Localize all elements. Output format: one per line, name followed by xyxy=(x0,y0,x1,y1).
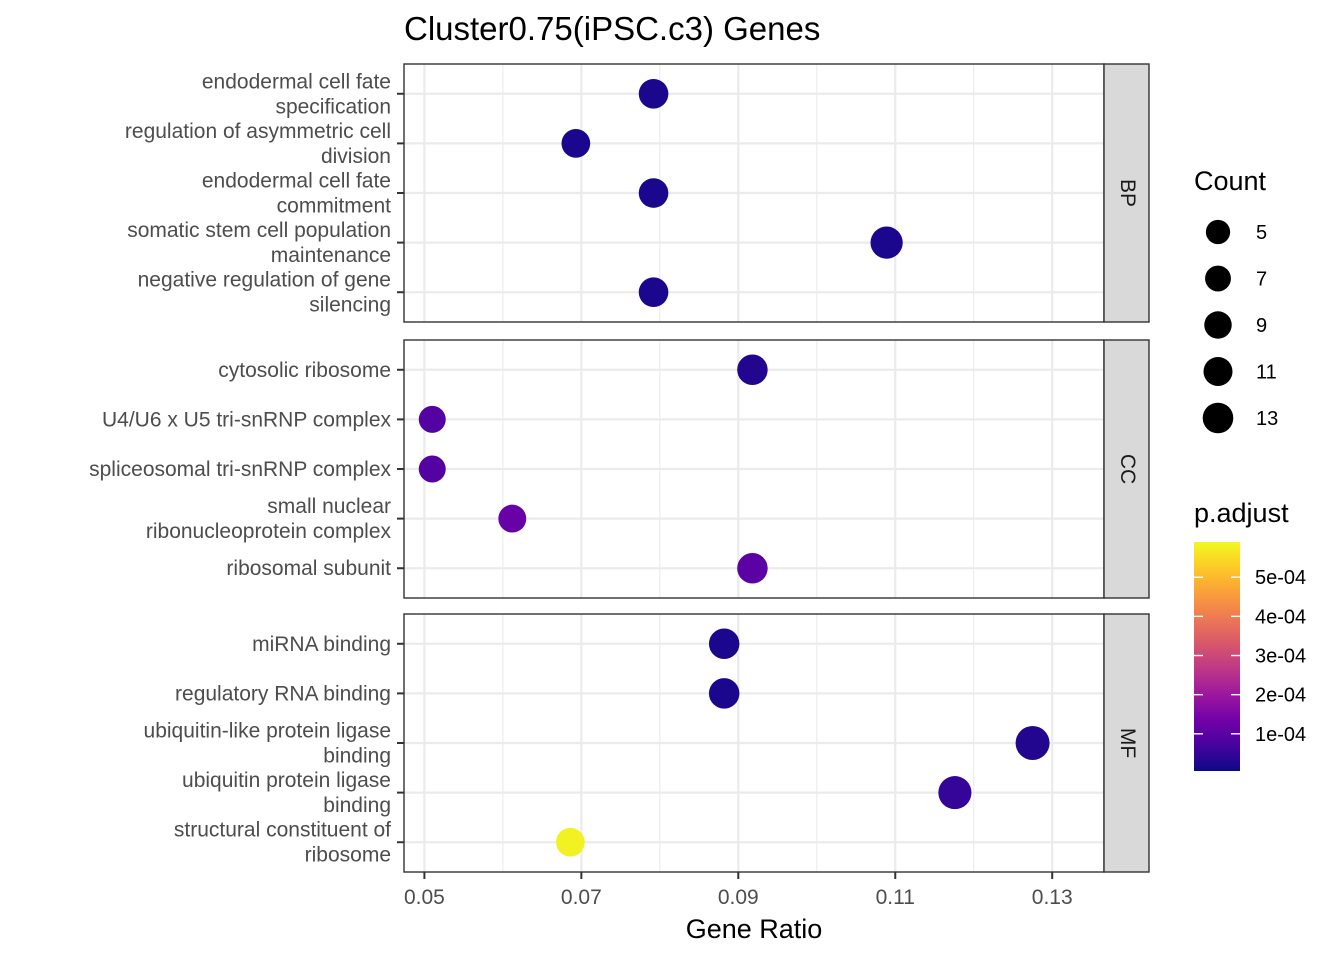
size-legend-key xyxy=(1204,311,1232,339)
legend: Count 5 7 9 11 13 p.adjust 1e-04 2e-04 3e-04 4e-04… xyxy=(1194,166,1306,771)
color-legend-label: 4e-04 xyxy=(1255,606,1306,628)
y-tick-label-line: ubiquitin protein ligase xyxy=(182,769,391,792)
facet-panel-cc: cytosolic ribosome U4/U6 x U5 tri-snRNP c… xyxy=(89,339,1150,599)
chart-title: Cluster0.75(iPSC.c3) Genes xyxy=(404,10,820,47)
y-tick-label-line: somatic stem cell population xyxy=(127,219,391,242)
x-tick-label: 0.13 xyxy=(1032,886,1073,909)
dot-endodermal-cell-fate-specification xyxy=(638,78,669,109)
y-tick-label-line: maintenance xyxy=(271,244,391,267)
size-legend-key xyxy=(1205,265,1231,292)
y-tick-label-ubiquitin-protein-ligase-binding: ubiquitin protein ligase binding xyxy=(182,769,391,817)
y-tick-label-small-nuclear-ribonucleoprotein-complex: small nuclear ribonucleoprotein complex xyxy=(146,495,392,543)
y-tick-label-line: ribosomal subunit xyxy=(226,557,391,580)
size-legend-label: 5 xyxy=(1256,222,1267,244)
size-legend-key xyxy=(1203,356,1233,387)
y-tick-label-line: endodermal cell fate xyxy=(202,70,391,93)
y-tick-label-regulatory-rna-binding: regulatory RNA binding xyxy=(175,682,391,705)
y-tick-label-line: endodermal cell fate xyxy=(202,170,391,193)
color-legend-title: p.adjust xyxy=(1194,498,1289,528)
y-tick-label-line: regulation of asymmetric cell xyxy=(125,120,391,143)
color-bar xyxy=(1194,542,1240,771)
y-tick-label-line: silencing xyxy=(309,294,391,317)
size-legend-label: 7 xyxy=(1256,269,1267,291)
y-tick-label-line: specification xyxy=(275,95,391,118)
y-tick-label-line: spliceosomal tri-snRNP complex xyxy=(89,458,391,481)
y-tick-label-negative-regulation-of-gene-silencing: negative regulation of gene silencing xyxy=(138,269,391,317)
dot-structural-constituent-of-ribosome xyxy=(555,827,585,857)
y-tick-label-cytosolic-ribosome: cytosolic ribosome xyxy=(218,359,391,382)
y-tick-label-line: commitment xyxy=(277,195,392,218)
dot-ubiquitin-like-protein-ligase-binding xyxy=(1015,726,1050,760)
dot-regulation-of-asymmetric-cell-division xyxy=(561,129,591,158)
y-tick-label-regulation-of-asymmetric-cell-division: regulation of asymmetric cell division xyxy=(125,120,391,168)
y-tick-label-line: miRNA binding xyxy=(252,633,391,656)
y-tick-label-line: small nuclear xyxy=(267,495,391,518)
facet-strip-label: BP xyxy=(1116,179,1139,207)
y-tick-label-line: binding xyxy=(323,794,391,817)
y-tick-label-structural-constituent-of-ribosome: structural constituent of ribosome xyxy=(174,819,391,867)
facet-strip-label: CC xyxy=(1116,454,1139,484)
y-tick-label-line: binding xyxy=(323,745,391,768)
dot-u4-u6-x-u5-tri-snrnp-complex xyxy=(418,405,446,433)
y-tick-label-ribosomal-subunit: ribosomal subunit xyxy=(226,557,391,580)
y-tick-label-line: ribosome xyxy=(305,844,391,867)
size-legend: Count 5 7 9 11 13 xyxy=(1194,166,1278,434)
x-tick-label: 0.07 xyxy=(561,886,602,909)
y-tick-label-u4-u6-x-u5-tri-snrnp-complex: U4/U6 x U5 tri-snRNP complex xyxy=(102,408,392,431)
y-tick-label-endodermal-cell-fate-specification: endodermal cell fate specification xyxy=(202,70,391,118)
size-legend-label: 9 xyxy=(1256,315,1267,337)
y-tick-label-somatic-stem-cell-population-maintenance: somatic stem cell population maintenance xyxy=(127,219,391,267)
y-tick-label-line: structural constituent of xyxy=(174,819,391,842)
x-axis: 0.05 0.07 0.09 0.11 0.13 xyxy=(404,872,1073,909)
color-legend-label: 1e-04 xyxy=(1255,724,1306,746)
color-legend-label: 3e-04 xyxy=(1255,646,1306,668)
x-tick-label: 0.05 xyxy=(404,886,445,909)
color-legend-label: 5e-04 xyxy=(1255,567,1306,589)
dot-cytosolic-ribosome xyxy=(737,354,768,386)
y-tick-label-line: negative regulation of gene xyxy=(138,269,391,292)
x-tick-label: 0.09 xyxy=(718,886,759,909)
y-tick-label-line: cytosolic ribosome xyxy=(218,359,391,382)
size-legend-title: Count xyxy=(1194,166,1267,196)
y-tick-label-mirna-binding: miRNA binding xyxy=(252,633,391,656)
size-legend-label: 11 xyxy=(1256,362,1277,384)
facet-panel-mf: miRNA binding regulatory RNA binding ubiqu… xyxy=(144,613,1150,873)
y-tick-label-line: ribonucleoprotein complex xyxy=(146,520,392,543)
facet-strip-label: MF xyxy=(1116,728,1139,758)
dot-negative-regulation-of-gene-silencing xyxy=(638,277,669,308)
facet-strip-cc xyxy=(1103,339,1150,599)
y-tick-label-endodermal-cell-fate-commitment: endodermal cell fate commitment xyxy=(202,170,391,218)
dot-regulatory-rna-binding xyxy=(708,678,740,709)
facet-panels: endodermal cell fate specificationregulat… xyxy=(89,63,1150,873)
size-legend-key xyxy=(1202,402,1234,434)
dot-somatic-stem-cell-population-maintenance xyxy=(870,226,903,259)
color-legend-label: 2e-04 xyxy=(1255,685,1306,707)
dot-ribosomal-subunit xyxy=(737,552,768,584)
y-tick-label-line: ubiquitin-like protein ligase xyxy=(144,720,391,743)
y-tick-label-line: division xyxy=(321,145,391,168)
facet-panel-bp: endodermal cell fate specificationregulat… xyxy=(125,63,1150,323)
size-legend-label: 13 xyxy=(1256,408,1278,430)
dot-mirna-binding xyxy=(708,628,740,660)
facet-strip-bp xyxy=(1103,63,1150,323)
dot-ubiquitin-protein-ligase-binding xyxy=(938,776,972,810)
x-axis-title: Gene Ratio xyxy=(686,914,823,944)
dot-spliceosomal-tri-snrnp-complex xyxy=(418,455,446,483)
y-tick-label-ubiquitin-like-protein-ligase-binding: ubiquitin-like protein ligase binding xyxy=(144,720,391,768)
y-tick-label-spliceosomal-tri-snrnp-complex: spliceosomal tri-snRNP complex xyxy=(89,458,391,481)
y-tick-label-line: U4/U6 x U5 tri-snRNP complex xyxy=(102,408,392,431)
y-tick-label-line: regulatory RNA binding xyxy=(175,682,391,705)
dot-small-nuclear-ribonucleoprotein-complex xyxy=(498,504,527,533)
size-legend-key xyxy=(1205,219,1231,245)
dot-endodermal-cell-fate-commitment xyxy=(638,178,669,208)
color-legend: p.adjust 1e-04 2e-04 3e-04 4e-04 5e-04 xyxy=(1194,498,1306,771)
x-tick-label: 0.11 xyxy=(876,886,915,909)
facet-strip-mf xyxy=(1103,613,1150,873)
